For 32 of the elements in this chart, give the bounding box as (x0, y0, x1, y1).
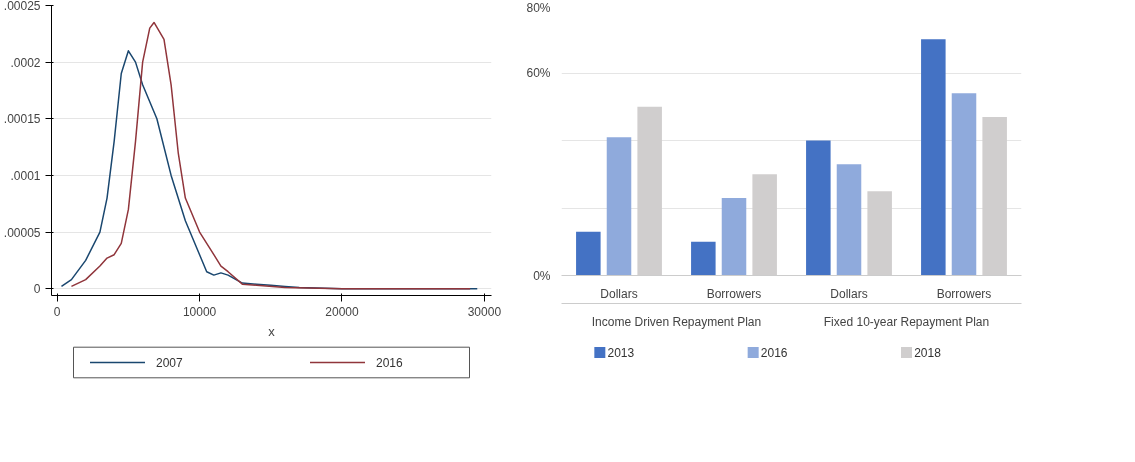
bar (806, 140, 831, 276)
bar (921, 39, 946, 276)
x-axis-title: x (268, 323, 276, 339)
legend-label: 2007 (156, 356, 184, 370)
x-tick-label: Borrowers (706, 286, 762, 301)
bar (691, 241, 716, 276)
text: Income Driven Repayment Plan (591, 314, 762, 329)
y-tick-label: .0001 (10, 168, 41, 183)
x-tick-label: 30000 (467, 304, 502, 319)
bar (951, 93, 977, 276)
x-tick-label: 10000 (182, 304, 217, 319)
y-tick-label: 60% (526, 66, 551, 80)
x-tick-label: 0 (53, 304, 61, 319)
y-tick-label: .0002 (10, 55, 41, 70)
legend-label: 2013 (607, 346, 635, 360)
legend-label: 2018 (914, 346, 942, 360)
bar (576, 231, 601, 276)
x-tick-label: Dollars (600, 286, 638, 301)
bar (836, 164, 862, 276)
y-tick-label: .00005 (3, 225, 41, 240)
x-tick-label: 20000 (325, 304, 359, 319)
y-tick-label: 0% (533, 268, 551, 283)
text: Fixed 10-year Repayment Plan (823, 314, 990, 329)
x-tick-label: Dollars (830, 286, 868, 301)
legend-label: 2016 (760, 346, 788, 360)
y-tick-label: .00015 (3, 112, 41, 127)
bar (606, 137, 632, 276)
y-tick-label: 80% (526, 0, 551, 15)
bar (721, 197, 747, 276)
y-tick-label: .00025 (3, 0, 41, 13)
x-tick-label: Borrowers (936, 286, 992, 301)
legend-label: 2016 (376, 356, 404, 370)
